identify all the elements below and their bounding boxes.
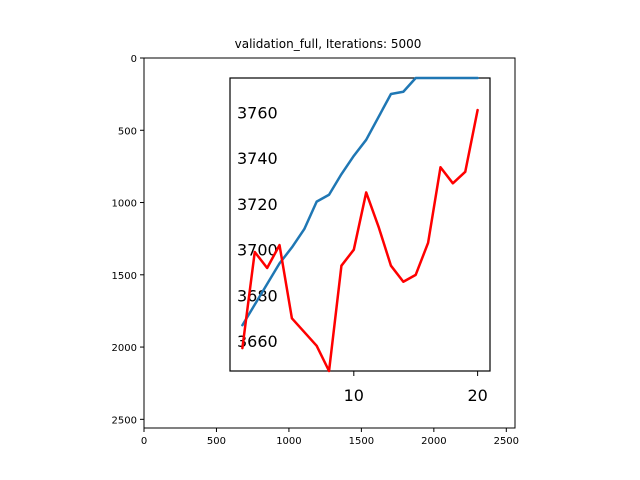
outer-x-tick-label: 1000 — [276, 436, 301, 447]
inset-x-tick-label: 10 — [344, 386, 364, 405]
inset-y-tick-label: 3660 — [237, 332, 278, 351]
outer-x-tick-label: 0 — [141, 436, 147, 447]
outer-x-tick-label: 1500 — [349, 436, 374, 447]
inset-y-tick-label: 3760 — [237, 103, 278, 122]
outer-x-ticks: 0 500 1000 1500 2000 2500 — [141, 428, 519, 447]
chart-title: validation_full, Iterations: 5000 — [235, 37, 422, 51]
outer-axes-frame — [143, 57, 516, 429]
outer-x-tick-label: 500 — [207, 436, 226, 447]
outer-y-tick-label: 2000 — [112, 343, 137, 354]
outer-x-tick-label: 2500 — [494, 436, 519, 447]
inset-series — [241, 76, 479, 373]
outer-y-tick-label: 0 — [131, 54, 137, 65]
outer-axes: 0 500 1000 1500 2000 2500 0 500 1000 1500 2000 250… — [112, 54, 519, 447]
inset-y-tick-label: 3720 — [237, 195, 278, 214]
inset-x-ticks: 10 20 — [344, 371, 488, 405]
outer-y-tick-label: 2500 — [112, 415, 137, 426]
outer-y-tick-label: 500 — [118, 126, 137, 137]
inset-plot: 10 20 3660 3680 3700 3720 3740 3760 — [229, 76, 491, 405]
inset-y-tick-label: 3740 — [237, 149, 278, 168]
outer-y-ticks: 0 500 1000 1500 2000 2500 — [112, 54, 144, 426]
outer-x-tick-label: 2000 — [421, 436, 446, 447]
outer-y-tick-label: 1500 — [112, 271, 137, 282]
inset-y-ticks: 3660 3680 3700 3720 3740 3760 — [237, 103, 278, 351]
series-line-2 — [241, 108, 479, 373]
inset-y-tick-label: 3700 — [237, 241, 278, 260]
inset-y-tick-label: 3680 — [237, 286, 278, 305]
inset-x-tick-label: 20 — [467, 386, 487, 405]
outer-y-tick-label: 1000 — [112, 199, 137, 210]
